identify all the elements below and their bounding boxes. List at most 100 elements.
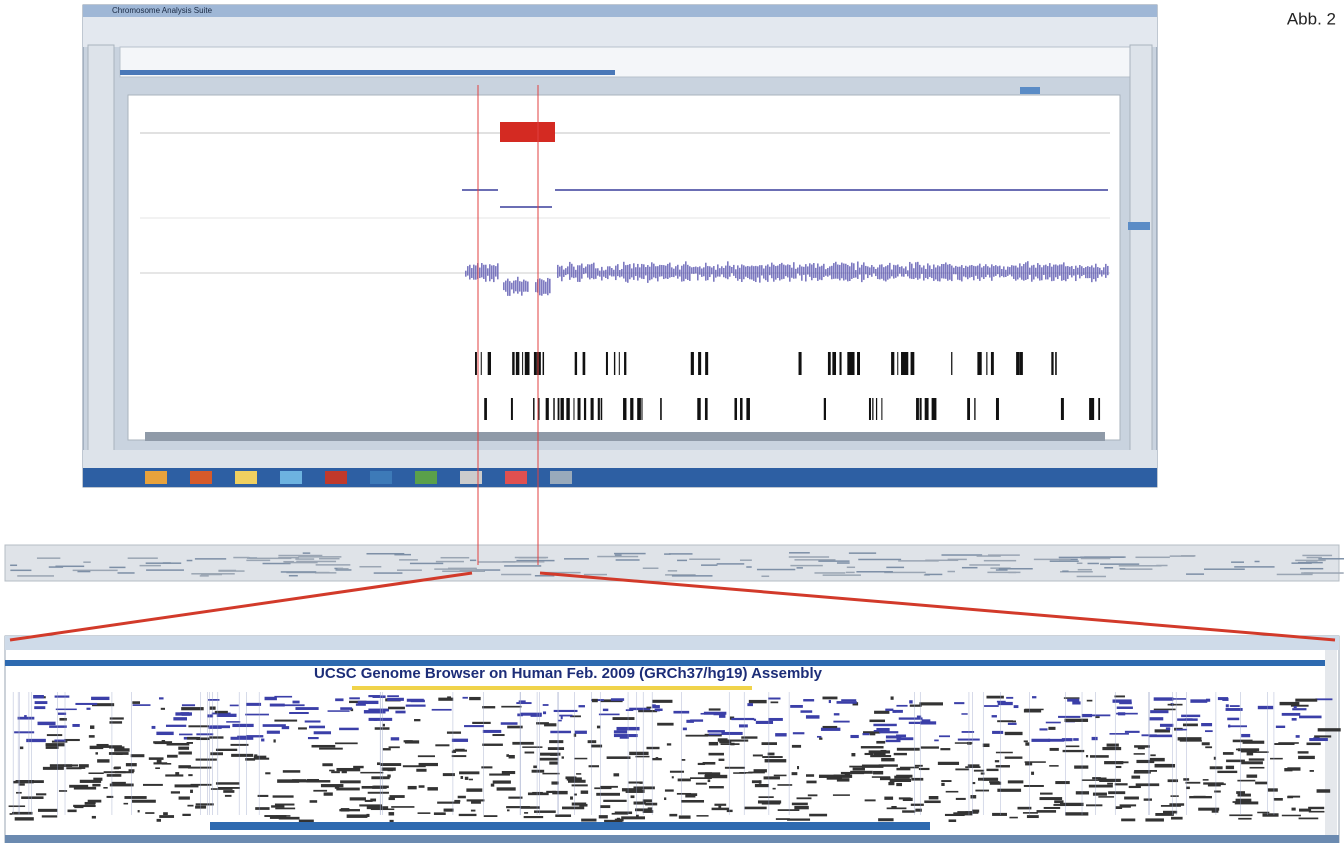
strip-detail	[1295, 560, 1326, 562]
strip-detail	[1078, 569, 1092, 571]
annotation-feature	[924, 800, 940, 803]
annotation-feature	[1124, 797, 1139, 800]
annotation-feature	[418, 812, 431, 814]
probe-signal	[575, 270, 577, 278]
annotation-feature	[411, 700, 425, 702]
annotation-feature	[1098, 796, 1114, 798]
annotation-feature	[996, 765, 1010, 767]
strip-detail	[1008, 572, 1016, 574]
probe-signal	[1103, 267, 1105, 274]
probe-signal	[631, 268, 633, 277]
annotation-feature	[1226, 708, 1243, 711]
annotation-feature	[336, 768, 360, 771]
annotation-feature	[768, 698, 780, 700]
annotation-feature	[350, 797, 366, 800]
annotation-feature	[1183, 778, 1189, 780]
annotation-feature	[709, 753, 724, 756]
probe-signal	[967, 267, 969, 279]
annotation-feature	[38, 722, 56, 725]
probe-signal	[595, 268, 597, 278]
annotation-feature	[1185, 782, 1200, 784]
annotation-feature	[1287, 796, 1293, 798]
annotation-feature	[506, 806, 530, 808]
probe-signal	[819, 267, 821, 280]
probe-signal	[1069, 267, 1071, 275]
annotation-feature	[1064, 697, 1080, 699]
probe-signal	[1013, 266, 1015, 279]
probe-signal	[1051, 267, 1053, 281]
annotation-feature	[915, 809, 921, 812]
probe-signal	[473, 265, 475, 280]
probe-bar	[916, 398, 919, 420]
annotation-feature	[834, 774, 853, 777]
annotation-feature	[347, 814, 368, 817]
annotation-feature	[946, 791, 959, 793]
annotation-feature	[887, 807, 907, 809]
strip-detail	[668, 570, 677, 572]
probe-signal	[961, 265, 963, 281]
probe-bar	[824, 398, 826, 420]
annotation-feature	[181, 712, 190, 715]
probe-signal	[1075, 266, 1077, 281]
probe-signal	[1071, 266, 1073, 277]
strip-detail	[584, 574, 607, 576]
annotation-feature	[165, 774, 183, 776]
strip-detail	[1300, 568, 1323, 570]
annotation-feature	[1205, 730, 1213, 732]
annotation-feature	[841, 699, 856, 701]
annotation-feature	[116, 753, 123, 755]
annotation-feature	[273, 739, 275, 742]
annotation-feature	[747, 703, 753, 706]
strip-detail	[10, 565, 17, 567]
annotation-feature	[91, 697, 109, 700]
probe-signal	[623, 262, 625, 279]
annotation-feature	[1065, 719, 1089, 722]
probe-signal	[785, 265, 787, 276]
annotation-feature	[469, 779, 473, 781]
annotation-feature	[1118, 712, 1125, 715]
strip-detail	[597, 556, 638, 558]
tab-bar	[83, 450, 1157, 468]
annotation-feature	[502, 771, 515, 774]
strip-detail	[394, 554, 411, 556]
annotation-feature	[806, 715, 820, 718]
strip-detail	[1077, 576, 1106, 578]
annotation-feature	[1149, 735, 1172, 738]
probe-bar	[740, 398, 743, 420]
annotation-feature	[1238, 794, 1251, 797]
strip-detail	[1307, 557, 1322, 559]
annotation-feature	[533, 766, 537, 769]
annotation-feature	[195, 806, 206, 809]
annotation-feature	[182, 814, 190, 816]
annotation-feature	[492, 734, 504, 736]
probe-signal	[727, 261, 729, 279]
probe-signal	[721, 266, 723, 274]
probe-bar	[905, 352, 908, 375]
annotation-feature	[819, 775, 835, 778]
annotation-feature	[652, 758, 662, 760]
selection-row	[120, 70, 615, 75]
annotation-feature	[459, 771, 479, 774]
annotation-feature	[1217, 771, 1237, 773]
annotation-feature	[681, 800, 704, 803]
probe-signal	[959, 267, 961, 281]
annotation-feature	[548, 747, 564, 750]
annotation-feature	[1058, 716, 1080, 718]
annotation-feature	[1315, 698, 1332, 700]
probe-signal	[945, 262, 947, 278]
probe-signal	[633, 263, 635, 280]
annotation-feature	[336, 788, 359, 791]
probe-bar	[911, 352, 915, 375]
probe-signal	[949, 264, 951, 280]
annotation-feature	[885, 709, 893, 711]
probe-signal	[929, 265, 931, 277]
annotation-feature	[995, 760, 999, 762]
annotation-feature	[14, 731, 34, 733]
annotation-feature	[1236, 799, 1252, 802]
strip-detail	[814, 572, 845, 574]
annotation-feature	[209, 736, 223, 738]
probe-signal	[831, 266, 833, 279]
probe-signal	[995, 265, 997, 276]
probe-signal	[779, 264, 781, 280]
probe-signal	[625, 265, 627, 282]
